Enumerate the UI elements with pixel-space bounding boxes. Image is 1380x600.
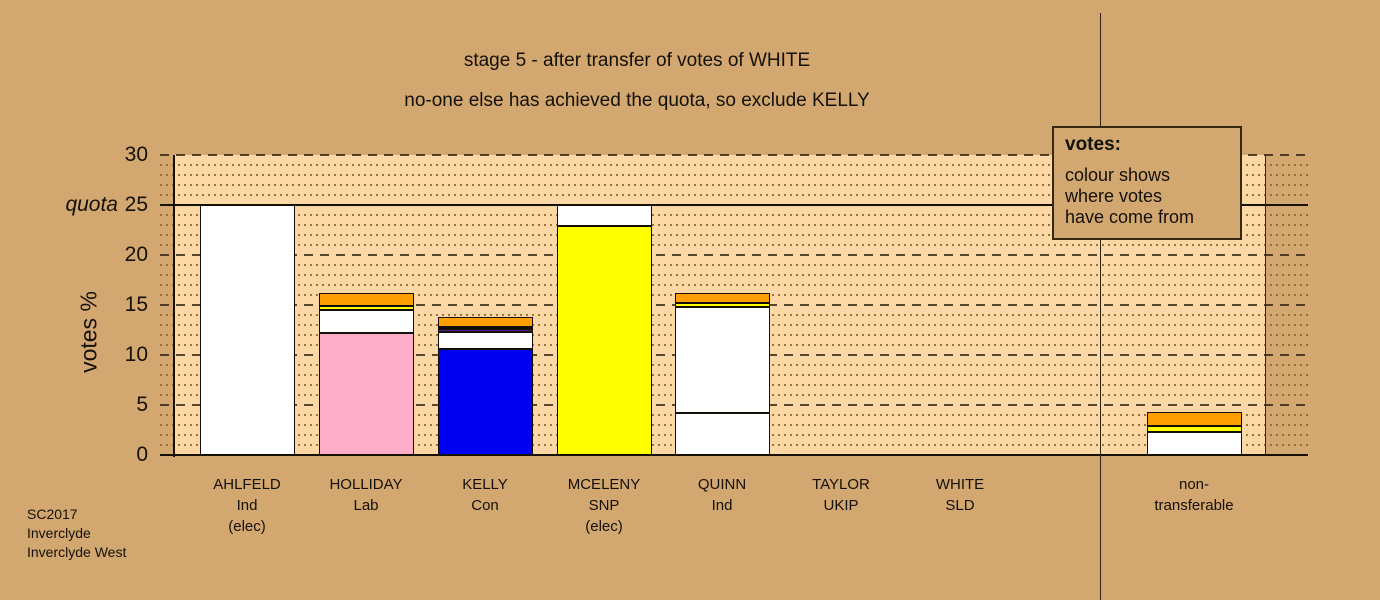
y-axis-title: votes %: [75, 291, 102, 373]
bar-ahlfeld: [200, 205, 295, 455]
election-id-text: SC2017 Inverclyde Inverclyde West: [27, 505, 126, 562]
category-label-ahlfeld: AHLFELD Ind (elec): [172, 474, 322, 537]
bar-segment-snp_yellow: [1147, 426, 1242, 432]
category-label-line: QUINN: [697, 476, 747, 493]
category-label-line: WHITE: [935, 476, 985, 493]
bar-segment-snp_yellow: [438, 327, 533, 329]
category-label-holliday: HOLLIDAY Lab: [291, 474, 441, 516]
bar-segment-sld_orange: [1147, 412, 1242, 426]
y-tick-label-30: 30: [124, 143, 148, 166]
category-label-quinn: QUINN Ind: [647, 474, 797, 516]
gridline-17: [160, 284, 1308, 286]
y-tick-label-25: 25: [124, 193, 148, 216]
bar-quinn: [675, 293, 770, 455]
bar-segment-ind_white: [557, 205, 652, 226]
bar-mceleny: [557, 205, 652, 455]
gridline-18: [160, 274, 1308, 276]
category-label-line: Ind: [236, 497, 258, 514]
category-label-line: (elec): [585, 518, 623, 535]
bar-segment-sld_orange: [438, 317, 533, 327]
y-tick-label-15: 15: [124, 293, 148, 316]
y-tick-label-10: 10: [124, 343, 148, 366]
bar-segment-ind_white: [675, 413, 770, 455]
gridline-27: [160, 184, 1308, 186]
chart-title-line-2: no-one else has achieved the quota, so e…: [404, 90, 870, 111]
category-label-non-transferable: non-transferable: [1119, 474, 1269, 516]
bar-segment-snp_yellow: [675, 303, 770, 307]
category-label-line: MCELENY: [567, 476, 641, 493]
category-label-line: Lab: [353, 497, 379, 514]
bar-segment-ind_white: [319, 310, 414, 333]
category-label-line: non-: [1178, 476, 1210, 493]
y-axis-line: [173, 155, 175, 457]
y-tick-label-20: 20: [124, 243, 148, 266]
gridline-22: [160, 234, 1308, 236]
gridline-19: [160, 264, 1308, 266]
gridline-20: [160, 254, 1308, 256]
category-label-line: HOLLIDAY: [329, 476, 403, 493]
y-tick-label-5: 5: [136, 393, 148, 416]
gridline-21: [160, 244, 1308, 246]
gridline-24: [160, 214, 1308, 216]
category-label-line: SLD: [945, 497, 975, 514]
category-label-line: (elec): [228, 518, 266, 535]
gridline-23: [160, 224, 1308, 226]
election-id-line-2: Inverclyde: [27, 525, 91, 541]
gridline-30: [160, 154, 1308, 156]
legend-body-line-2: where votes: [1065, 186, 1163, 206]
gridline-25: [160, 204, 1308, 206]
bar-kelly: [438, 317, 533, 455]
category-label-line: KELLY: [462, 476, 508, 493]
bar-segment-sld_orange: [675, 293, 770, 303]
category-label-line: AHLFELD: [213, 476, 281, 493]
category-label-line: TAYLOR: [812, 476, 870, 493]
category-label-white: WHITE SLD: [885, 474, 1035, 516]
category-label-taylor: TAYLOR UKIP: [766, 474, 916, 516]
y-tick-label-0: 0: [136, 443, 148, 466]
bar-segment-ind_white: [1147, 432, 1242, 455]
category-label-line: Ind: [711, 497, 733, 514]
bar-segment-ind_white: [200, 205, 295, 455]
bar-non-transferable: [1147, 412, 1242, 455]
gridline-0: [160, 454, 1308, 456]
plot-right-border: [1265, 155, 1266, 455]
bar-segment-snp_yellow: [319, 306, 414, 310]
legend-body-line-1: colour shows: [1065, 165, 1171, 185]
non-transferable-separator-line: [1100, 13, 1101, 600]
quota-label: quota: [65, 193, 118, 216]
category-label-line: transferable: [1154, 497, 1234, 514]
legend-box: votes: colour shows where votes have com…: [1052, 126, 1242, 240]
gridline-28: [160, 174, 1308, 176]
category-label-mceleny: MCELENY SNP (elec): [529, 474, 679, 537]
legend-body-line-3: have come from: [1065, 207, 1195, 227]
bar-holliday: [319, 293, 414, 455]
election-id-line-1: SC2017: [27, 506, 78, 522]
category-label-line: Con: [471, 497, 499, 514]
bar-segment-ukip_purple: [438, 329, 533, 332]
bar-segment-lab_pink: [319, 333, 414, 455]
category-label-line: UKIP: [823, 497, 859, 514]
bar-segment-sld_orange: [319, 293, 414, 306]
legend-heading: votes:: [1065, 134, 1121, 155]
category-label-line: SNP: [588, 497, 620, 514]
bar-segment-ind_white: [438, 332, 533, 349]
chart-title-line-1: stage 5 - after transfer of votes of WHI…: [463, 50, 811, 71]
bar-segment-snp_yellow: [557, 226, 652, 455]
gridline-29: [160, 164, 1308, 166]
category-label-kelly: KELLY Con: [410, 474, 560, 516]
chart-title: stage 5 - after transfer of votes of WHI…: [404, 50, 869, 112]
bar-segment-ind_white: [675, 307, 770, 413]
election-id-line-3: Inverclyde West: [27, 544, 127, 560]
bar-segment-con_blue: [438, 349, 533, 455]
gridline-26: [160, 194, 1308, 196]
